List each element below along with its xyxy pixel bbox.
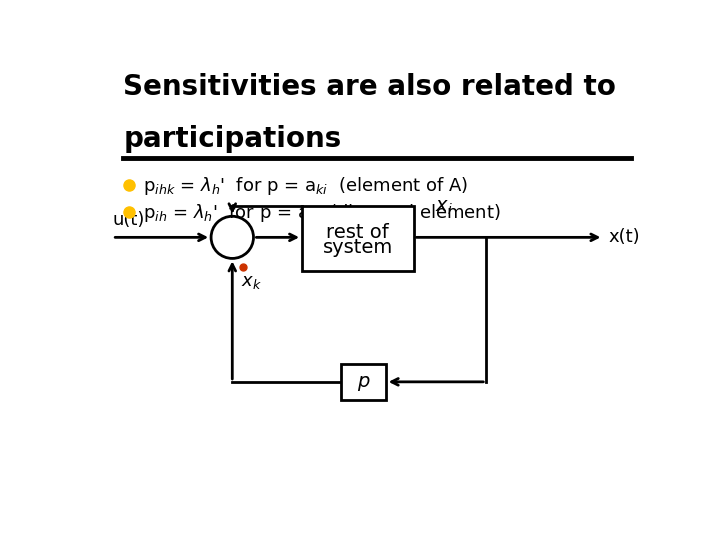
- Text: participations: participations: [124, 125, 342, 153]
- Text: system: system: [323, 238, 393, 257]
- Bar: [341, 364, 386, 400]
- Text: x$_i$: x$_i$: [436, 198, 454, 217]
- Text: u(t): u(t): [112, 211, 145, 229]
- Text: p: p: [357, 373, 369, 392]
- Text: Sensitivities are also related to: Sensitivities are also related to: [124, 73, 616, 101]
- Text: x(t): x(t): [609, 228, 641, 246]
- Bar: [302, 206, 413, 271]
- Text: rest of: rest of: [326, 222, 390, 242]
- Text: p$_{\mathit{ih}}$ = $\lambda_{\mathit{h}}$'  for p = a$_{\mathit{kk}}$ (diagonal: p$_{\mathit{ih}}$ = $\lambda_{\mathit{h}…: [143, 202, 501, 224]
- Text: x$_k$: x$_k$: [240, 273, 261, 291]
- Text: p$_{\mathit{ihk}}$ = $\lambda_{\mathit{h}}$'  for p = a$_{\mathit{ki}}$  (elemen: p$_{\mathit{ihk}}$ = $\lambda_{\mathit{h…: [143, 175, 468, 197]
